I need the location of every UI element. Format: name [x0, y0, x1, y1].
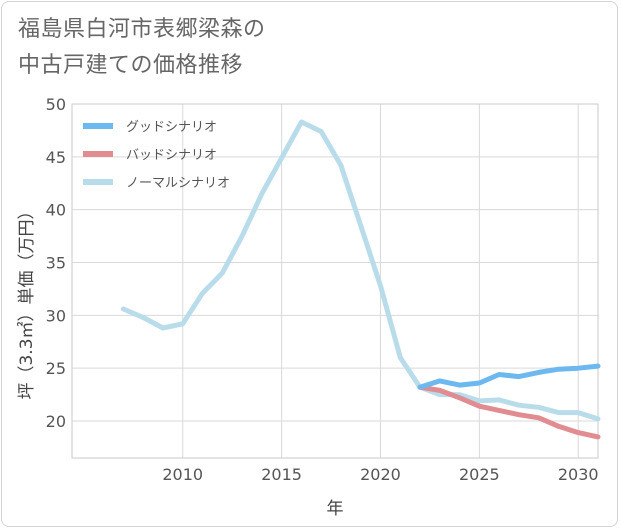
series-line-1 — [417, 384, 601, 440]
y-tick-label: 40 — [46, 201, 66, 220]
x-tick-label: 2030 — [558, 465, 599, 484]
chart-title: 福島県白河市表郷梁森の 中古戸建ての価格推移 — [18, 12, 578, 84]
y-tick-label: 25 — [46, 359, 66, 378]
chart-title-line2: 中古戸建ての価格推移 — [18, 53, 244, 78]
y-tick-label: 20 — [46, 412, 66, 431]
series-line-2 — [120, 119, 601, 422]
x-tick-label: 2010 — [162, 465, 203, 484]
y-axis-label: 坪（3.3㎡）単価（万円） — [17, 202, 37, 399]
series-lines — [120, 119, 601, 440]
series-line-0 — [417, 363, 601, 390]
y-axis-ticks: 20 25 30 35 40 45 50 — [46, 95, 66, 431]
chart-title-line1: 福島県白河市表郷梁森の — [18, 17, 266, 42]
y-tick-label: 35 — [46, 254, 66, 273]
y-tick-label: 45 — [46, 148, 66, 167]
x-axis-label: 年 — [327, 499, 344, 519]
plot-frame — [71, 103, 599, 459]
legend-label: バッドシナリオ — [126, 148, 217, 163]
x-axis-ticks: 2010 2015 2020 2025 2030 — [162, 465, 598, 484]
x-tick-label: 2020 — [360, 465, 401, 484]
x-tick-label: 2025 — [459, 465, 500, 484]
legend-label: ノーマルシナリオ — [126, 176, 230, 191]
y-tick-label: 30 — [46, 306, 66, 325]
y-tick-label: 50 — [46, 95, 66, 114]
legend-label: グッドシナリオ — [126, 120, 217, 135]
x-tick-label: 2015 — [261, 465, 302, 484]
